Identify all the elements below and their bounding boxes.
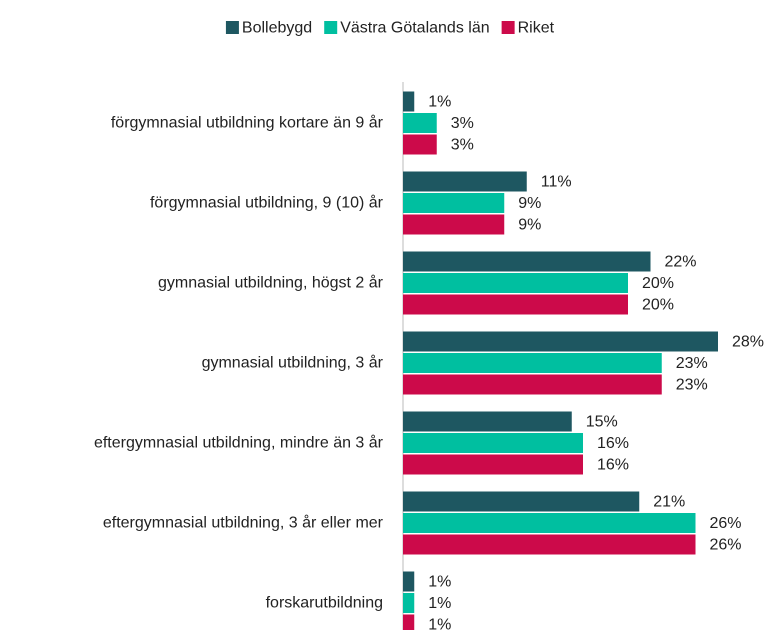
- data-label: 3%: [451, 115, 474, 132]
- bar: [403, 171, 527, 192]
- data-label: 20%: [642, 297, 674, 314]
- category-text: gymnasial utbildning, 3 år: [201, 354, 383, 372]
- data-label: 16%: [597, 457, 629, 474]
- category-text: eftergymnasial utbildning, 3 år eller me…: [102, 514, 383, 532]
- bar: [403, 534, 696, 555]
- data-label: 9%: [518, 217, 541, 234]
- data-label: 11%: [541, 174, 572, 191]
- bar: [403, 273, 628, 293]
- category-label: förgymnasial utbildning kortare än 9 år: [3, 113, 383, 134]
- category-label: förgymnasial utbildning, 9 (10) år: [3, 193, 383, 214]
- category-text: förgymnasial utbildning kortare än 9 år: [110, 114, 383, 132]
- bar: [403, 454, 583, 475]
- category-text: förgymnasial utbildning, 9 (10) år: [149, 194, 383, 212]
- bar: [403, 513, 696, 533]
- bar: [403, 91, 415, 112]
- data-label: 20%: [642, 275, 674, 292]
- category-text: gymnasial utbildning, högst 2 år: [157, 274, 383, 292]
- bar: [403, 331, 718, 352]
- bar: [403, 353, 662, 373]
- data-label: 1%: [428, 94, 451, 111]
- bar: [403, 374, 662, 395]
- data-label: 23%: [676, 377, 708, 394]
- legend-swatch: [225, 21, 239, 34]
- data-label: 15%: [586, 414, 618, 431]
- data-label: 26%: [710, 537, 742, 554]
- bar: [403, 433, 583, 453]
- data-label: 23%: [676, 355, 708, 372]
- bar: [403, 593, 415, 613]
- data-label: 3%: [451, 137, 474, 154]
- data-label: 16%: [597, 435, 629, 452]
- data-label: 1%: [428, 574, 451, 591]
- bar: [403, 134, 437, 155]
- bar: [403, 113, 437, 133]
- bar: [403, 491, 640, 512]
- data-label: 1%: [428, 617, 451, 630]
- data-label: 1%: [428, 595, 451, 612]
- data-label: 9%: [518, 195, 541, 212]
- category-label: gymnasial utbildning, 3 år: [3, 353, 383, 374]
- bar: [403, 571, 415, 592]
- bar: [403, 193, 505, 213]
- data-label: 28%: [732, 334, 764, 351]
- category-label: gymnasial utbildning, högst 2 år: [3, 273, 383, 294]
- legend-label: Riket: [518, 20, 555, 37]
- bar: [403, 294, 628, 315]
- data-label: 26%: [710, 515, 742, 532]
- legend-swatch: [501, 21, 515, 34]
- category-label: eftergymnasial utbildning, 3 år eller me…: [3, 513, 383, 534]
- bar: [403, 214, 505, 235]
- category-text: forskarutbildning: [265, 594, 383, 612]
- legend-swatch: [324, 21, 338, 34]
- category-text: eftergymnasial utbildning, mindre än 3 å…: [93, 434, 383, 452]
- data-label: 22%: [665, 254, 697, 271]
- data-label: 21%: [653, 494, 685, 511]
- category-label: forskarutbildning: [3, 593, 383, 614]
- category-label: eftergymnasial utbildning, mindre än 3 å…: [3, 433, 383, 454]
- bar: [403, 614, 415, 630]
- bar: [403, 251, 651, 272]
- legend-label: Västra Götalands län: [340, 20, 489, 37]
- bar: [403, 411, 572, 432]
- legend-label: Bollebygd: [242, 20, 312, 37]
